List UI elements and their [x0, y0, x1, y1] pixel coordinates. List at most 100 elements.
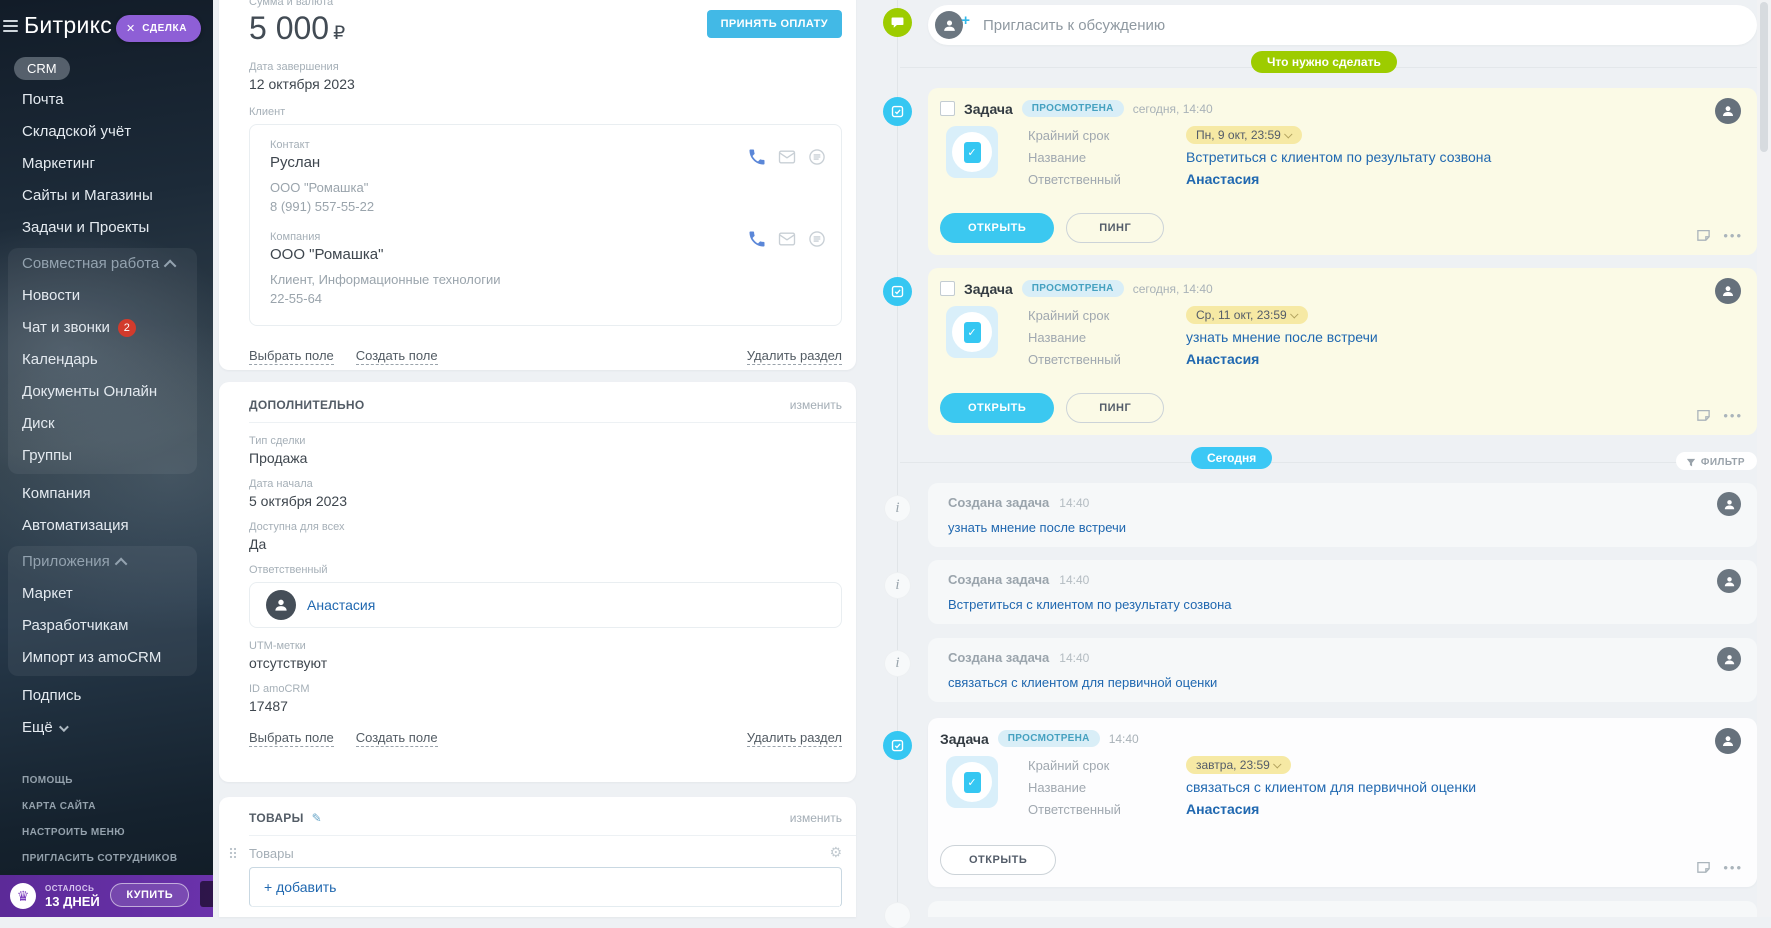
- sidebar-item-crm[interactable]: CRM: [14, 56, 70, 80]
- avatar[interactable]: [1715, 728, 1741, 754]
- edit-link[interactable]: изменить: [789, 398, 842, 412]
- sitemap-link[interactable]: КАРТА САЙТА: [22, 801, 96, 812]
- more-icon[interactable]: •••: [1723, 227, 1743, 243]
- responsible-link[interactable]: Анастасия: [1186, 171, 1260, 187]
- sidebar-item-mail[interactable]: Почта: [22, 91, 64, 108]
- filter-button[interactable]: ФИЛЬТР: [1675, 452, 1757, 470]
- close-icon[interactable]: ✕: [126, 23, 136, 35]
- entry-task-link[interactable]: Встретиться с клиентом по результату соз…: [948, 597, 1232, 612]
- sidebar-item-sites[interactable]: Сайты и Магазины: [22, 187, 153, 204]
- gear-icon[interactable]: ⚙: [829, 844, 842, 860]
- hamburger-menu-icon[interactable]: [3, 20, 18, 32]
- ping-button[interactable]: ПИНГ: [1066, 393, 1165, 423]
- select-field-link[interactable]: Выбрать поле: [249, 348, 334, 365]
- sidebar-item-more[interactable]: Ещё: [0, 712, 213, 744]
- sidebar-item-calendar[interactable]: Календарь: [22, 351, 98, 368]
- configure-menu-link[interactable]: НАСТРОИТЬ МЕНЮ: [22, 827, 125, 838]
- sidebar-item-amocrm-import[interactable]: Импорт из amoCRM: [22, 649, 162, 666]
- select-field-link[interactable]: Выбрать поле: [249, 730, 334, 747]
- sidebar-item-chat[interactable]: Чат и звонки 2: [8, 312, 197, 344]
- sidebar-section-apps[interactable]: Приложения: [8, 546, 197, 578]
- plus-icon: +: [961, 12, 970, 29]
- contact-phone[interactable]: 8 (991) 557-55-22: [270, 199, 375, 214]
- delete-section-link[interactable]: Удалить раздел: [746, 348, 842, 365]
- gift-icon[interactable]: [200, 881, 213, 907]
- sidebar-item-marketing[interactable]: Маркетинг: [22, 155, 95, 172]
- email-icon[interactable]: [777, 229, 797, 249]
- sticky-note-icon[interactable]: [1696, 860, 1711, 875]
- responsible-name-link[interactable]: Анастасия: [307, 597, 376, 613]
- deal-type-value[interactable]: Продажа: [249, 450, 308, 466]
- finish-date-value[interactable]: 12 октября 2023: [249, 76, 355, 92]
- timeline-entry: Создана задача 14:40 Встретиться с клиент…: [928, 560, 1757, 624]
- responsible-box[interactable]: Анастасия: [249, 582, 842, 628]
- task-title-link[interactable]: узнать мнение после встречи: [1186, 329, 1378, 345]
- messenger-icon[interactable]: [807, 229, 827, 249]
- accept-payment-button[interactable]: ПРИНЯТЬ ОПЛАТУ: [706, 10, 842, 38]
- help-link[interactable]: ПОМОЩЬ: [22, 775, 73, 786]
- buy-button[interactable]: КУПИТЬ: [110, 883, 189, 907]
- scrollbar[interactable]: [1757, 0, 1771, 917]
- responsible-link[interactable]: Анастасия: [1186, 801, 1260, 817]
- deadline-pill[interactable]: Ср, 11 окт, 23:59: [1186, 306, 1308, 324]
- task-card: Задача ПРОСМОТРЕНА сегодня, 14:40 ✓ Край…: [928, 88, 1757, 255]
- open-button[interactable]: ОТКРЫТЬ: [940, 845, 1057, 875]
- open-button[interactable]: ОТКРЫТЬ: [940, 393, 1055, 423]
- sidebar-item-docs[interactable]: Документы Онлайн: [22, 383, 158, 400]
- sidebar-item-tasks[interactable]: Задачи и Проекты: [22, 219, 150, 236]
- deal-tab[interactable]: ✕ СДЕЛКА: [116, 15, 202, 42]
- available-value[interactable]: Да: [249, 536, 267, 552]
- sidebar-item-market[interactable]: Маркет: [22, 585, 73, 602]
- invite-bar[interactable]: +: [928, 5, 1757, 45]
- task-title-link[interactable]: Встретиться с клиентом по результату соз…: [1186, 149, 1492, 165]
- responsible-link[interactable]: Анастасия: [1186, 351, 1260, 367]
- add-product-link[interactable]: + добавить: [264, 879, 337, 895]
- task-checkbox[interactable]: [940, 101, 955, 116]
- create-field-link[interactable]: Создать поле: [355, 730, 438, 747]
- messenger-icon[interactable]: [807, 147, 827, 167]
- create-field-link[interactable]: Создать поле: [355, 348, 438, 365]
- invite-input[interactable]: [981, 15, 1685, 35]
- drag-handle-icon[interactable]: [229, 847, 236, 860]
- deadline-pill[interactable]: завтра, 23:59: [1186, 756, 1291, 774]
- more-icon[interactable]: •••: [1723, 407, 1743, 423]
- avatar[interactable]: [1717, 569, 1741, 593]
- add-product-box[interactable]: + добавить: [249, 867, 842, 907]
- sidebar-item-sign[interactable]: Подпись: [22, 687, 82, 704]
- sticky-note-icon[interactable]: [1696, 228, 1711, 243]
- email-icon[interactable]: [777, 147, 797, 167]
- avatar[interactable]: [1715, 278, 1741, 304]
- avatar[interactable]: [1715, 98, 1741, 124]
- edit-link[interactable]: изменить: [789, 811, 842, 825]
- phone-icon[interactable]: [747, 147, 767, 167]
- sidebar-item-automation[interactable]: Автоматизация: [22, 517, 129, 534]
- ping-button[interactable]: ПИНГ: [1066, 213, 1165, 243]
- entry-task-link[interactable]: узнать мнение после встречи: [948, 520, 1127, 535]
- entry-task-link[interactable]: связаться с клиентом для первичной оценк…: [948, 675, 1218, 690]
- sidebar-item-news[interactable]: Новости: [22, 287, 81, 304]
- sidebar-item-inventory[interactable]: Складской учёт: [22, 123, 132, 140]
- available-label: Доступна для всех: [249, 521, 345, 533]
- delete-section-link[interactable]: Удалить раздел: [746, 730, 842, 747]
- more-icon[interactable]: •••: [1723, 859, 1743, 875]
- task-checkbox[interactable]: [940, 281, 955, 296]
- task-title-link[interactable]: связаться с клиентом для первичной оценк…: [1186, 779, 1477, 795]
- sidebar-item-groups[interactable]: Группы: [22, 447, 72, 464]
- sidebar-item-developers[interactable]: Разработчикам: [22, 617, 129, 634]
- contact-name[interactable]: Руслан: [270, 154, 321, 171]
- open-button[interactable]: ОТКРЫТЬ: [940, 213, 1055, 243]
- company-phone[interactable]: 22-55-64: [270, 291, 323, 306]
- sidebar-item-company[interactable]: Компания: [22, 485, 91, 502]
- start-date-value[interactable]: 5 октября 2023: [249, 493, 347, 509]
- company-name[interactable]: ООО "Ромашка": [270, 246, 384, 263]
- avatar[interactable]: [1717, 492, 1741, 516]
- phone-icon[interactable]: [747, 229, 767, 249]
- pencil-icon[interactable]: ✎: [311, 811, 322, 825]
- deadline-pill[interactable]: Пн, 9 окт, 23:59: [1186, 126, 1302, 144]
- sidebar-section-collaboration[interactable]: Совместная работа: [8, 248, 197, 280]
- scrollbar-thumb[interactable]: [1760, 2, 1768, 152]
- avatar[interactable]: [1717, 647, 1741, 671]
- sticky-note-icon[interactable]: [1696, 408, 1711, 423]
- sidebar-item-disk[interactable]: Диск: [22, 415, 55, 432]
- invite-employees-link[interactable]: ПРИГЛАСИТЬ СОТРУДНИКОВ: [22, 853, 178, 864]
